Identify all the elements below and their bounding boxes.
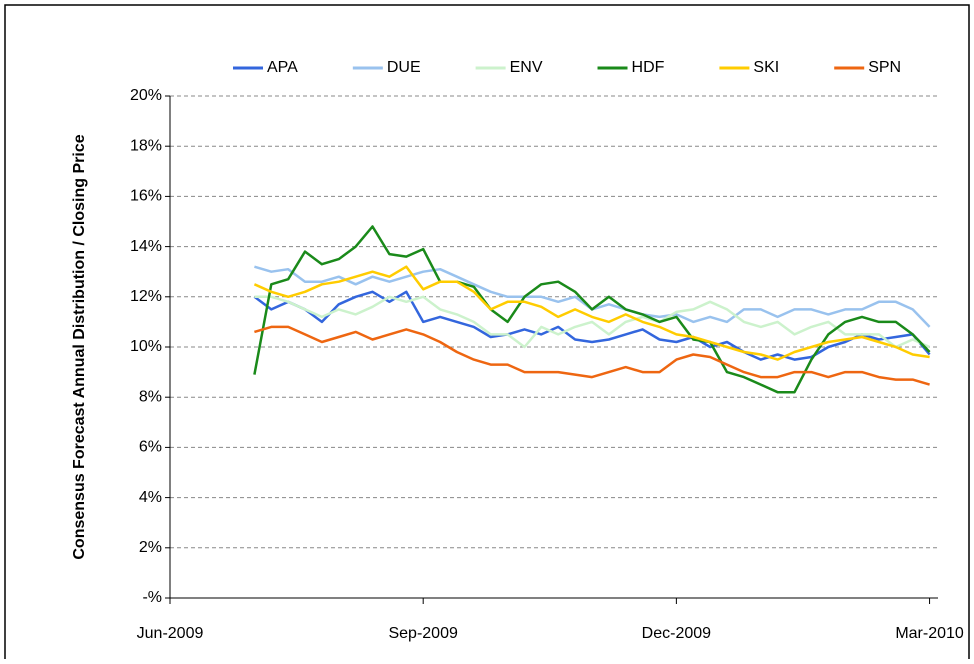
x-tick-label: Sep-2009 bbox=[388, 625, 457, 642]
y-tick-label: 2% bbox=[139, 539, 162, 556]
x-tick-label: Mar-2010 bbox=[895, 625, 964, 642]
series-line bbox=[254, 325, 930, 386]
legend-label: SKI bbox=[753, 59, 779, 76]
y-tick-label: 14% bbox=[130, 238, 162, 255]
y-tick-label: 18% bbox=[130, 137, 162, 154]
y-tick-label: 10% bbox=[130, 338, 162, 355]
legend-label: ENV bbox=[510, 59, 543, 76]
legend-label: APA bbox=[267, 59, 298, 76]
series-line bbox=[254, 295, 931, 349]
series-line bbox=[253, 225, 931, 394]
legend-label: DUE bbox=[387, 59, 421, 76]
y-tick-label: 4% bbox=[139, 489, 162, 506]
y-axis-label: Consensus Forecast Annual Distribution /… bbox=[71, 134, 88, 559]
y-tick-label: 6% bbox=[139, 439, 162, 456]
x-tick-label: Dec-2009 bbox=[642, 625, 711, 642]
x-tick-label: Jun-2009 bbox=[137, 625, 204, 642]
y-tick-label: 16% bbox=[130, 188, 162, 205]
y-tick-label: -% bbox=[142, 589, 162, 606]
chart-border bbox=[4, 4, 970, 659]
legend-label: SPN bbox=[868, 59, 901, 76]
series-line bbox=[253, 265, 930, 361]
y-tick-label: 8% bbox=[139, 388, 162, 405]
legend-label: HDF bbox=[632, 59, 665, 76]
series-line bbox=[253, 290, 931, 361]
y-tick-label: 12% bbox=[130, 288, 162, 305]
y-tick-label: 20% bbox=[130, 87, 162, 104]
